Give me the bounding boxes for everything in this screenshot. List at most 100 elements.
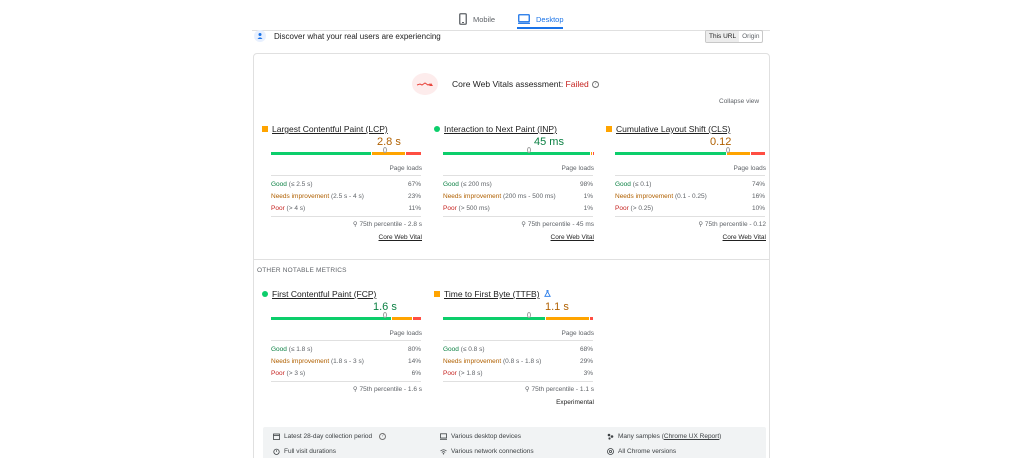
threshold-range: (> 4 s) xyxy=(286,205,306,212)
poor-segment xyxy=(413,317,421,320)
good-status-icon xyxy=(434,126,440,132)
needs-improvement-icon xyxy=(434,291,440,297)
distribution-row-label: Needs improvement (0.1 - 0.25) xyxy=(615,193,707,200)
needs-improvement-icon xyxy=(606,126,612,132)
discover-heading: Discover what your real users are experi… xyxy=(274,32,441,41)
rating-label: Good xyxy=(443,181,459,188)
distribution-row-label: Good (≤ 2.5 s) xyxy=(271,181,313,188)
share-percent: 16% xyxy=(751,193,765,200)
needs-improvement-segment xyxy=(591,152,592,155)
core-web-vital-link[interactable]: Core Web Vital xyxy=(550,234,594,241)
distribution-row: Good (≤ 0.1) 74% xyxy=(615,181,765,188)
distribution-bar xyxy=(443,152,594,155)
share-percent: 80% xyxy=(407,346,421,353)
tab-desktop[interactable]: Desktop xyxy=(518,8,564,30)
percentile-summary: ⚲ 75th percentile - 0.12 xyxy=(698,220,766,228)
rating-label: Good xyxy=(271,346,287,353)
metric-value: 0.12 xyxy=(710,136,732,148)
divider xyxy=(615,175,765,176)
distribution-row-label: Needs improvement (1.8 s - 3 s) xyxy=(271,358,364,365)
help-icon[interactable]: ? xyxy=(379,433,387,440)
collection-period-text: Latest 28-day collection period xyxy=(284,433,373,440)
threshold-range: (> 0.25) xyxy=(630,205,654,212)
timer-icon xyxy=(273,448,280,455)
url-origin-toggle[interactable]: This URL Origin xyxy=(705,30,764,43)
share-percent: 1% xyxy=(583,193,593,200)
threshold-range: (> 1.8 s) xyxy=(458,370,483,377)
needs-improvement-segment xyxy=(546,317,589,320)
rating-label: Needs improvement xyxy=(271,358,330,365)
divider xyxy=(443,216,593,217)
threshold-range: (1.8 s - 3 s) xyxy=(330,358,364,365)
samples-prefix: Many samples ( xyxy=(618,433,664,440)
metric-lcp: Largest Contentful Paint (LCP) 2.8 s Page … xyxy=(262,124,422,244)
threshold-range: (≤ 1.8 s) xyxy=(288,346,313,353)
distribution-bar xyxy=(615,152,765,155)
distribution-row: Poor (> 0.25) 10% xyxy=(615,205,765,212)
rating-label: Good xyxy=(443,346,459,353)
rating-label: Needs improvement xyxy=(443,358,502,365)
experimental-flask-icon xyxy=(543,289,551,299)
good-segment xyxy=(443,317,545,320)
threshold-range: (≤ 200 ms) xyxy=(460,181,492,188)
percentile-pin-icon: ⚲ xyxy=(521,221,528,228)
needs-improvement-segment xyxy=(392,317,412,320)
share-percent: 29% xyxy=(579,358,593,365)
other-metrics-heading: OTHER NOTABLE METRICS xyxy=(257,267,347,274)
assessment-status: Failed xyxy=(565,79,589,89)
metric-name-link[interactable]: Time to First Byte (TTFB) xyxy=(444,289,540,299)
help-icon[interactable]: ? xyxy=(591,81,599,89)
share-percent: 6% xyxy=(411,370,421,377)
distribution-row: Needs improvement (2.5 s - 4 s) 23% xyxy=(271,193,421,200)
desktop-icon xyxy=(440,433,447,440)
percentile-summary: ⚲ 75th percentile - 2.8 s xyxy=(353,220,422,228)
share-percent: 68% xyxy=(579,346,593,353)
experimental-label: Experimental xyxy=(556,399,594,406)
tab-mobile[interactable]: Mobile xyxy=(459,8,495,30)
rating-label: Good xyxy=(271,181,287,188)
metric-name-link[interactable]: Cumulative Layout Shift (CLS) xyxy=(616,124,731,134)
divider xyxy=(271,216,421,217)
percentile-pin-icon: ⚲ xyxy=(698,221,705,228)
calendar-icon xyxy=(273,433,280,440)
core-web-vital-link[interactable]: Core Web Vital xyxy=(722,234,766,241)
divider xyxy=(252,30,770,31)
metric-header: Time to First Byte (TTFB) xyxy=(434,289,551,299)
distribution-row-label: Needs improvement (2.5 s - 4 s) xyxy=(271,193,364,200)
chrome-ux-report-link[interactable]: Chrome UX Report xyxy=(663,433,720,440)
poor-segment xyxy=(589,317,593,320)
percentile-marker-icon xyxy=(526,147,531,153)
collapse-view-button[interactable]: Collapse view xyxy=(719,98,760,105)
threshold-range: (0.8 s - 1.8 s) xyxy=(502,358,542,365)
percentile-pin-icon: ⚲ xyxy=(352,221,360,228)
origin-option[interactable]: Origin xyxy=(742,33,760,40)
divider xyxy=(443,340,593,341)
percentile-summary: ⚲ 75th percentile - 45 ms xyxy=(521,220,594,228)
distribution-row-label: Needs improvement (0.8 s - 1.8 s) xyxy=(443,358,541,365)
metric-name-link[interactable]: Largest Contentful Paint (LCP) xyxy=(272,124,388,134)
rating-label: Poor xyxy=(443,370,457,377)
active-tab-indicator xyxy=(517,27,563,29)
assessment-label: Core Web Vitals assessment: xyxy=(452,79,566,89)
good-segment xyxy=(271,152,371,155)
distribution-row: Needs improvement (0.1 - 0.25) 16% xyxy=(615,193,765,200)
devices-text: Various desktop devices xyxy=(451,433,521,440)
metric-name-link[interactable]: First Contentful Paint (FCP) xyxy=(272,289,377,299)
good-segment xyxy=(443,152,590,155)
metric-name-link[interactable]: Interaction to Next Paint (INP) xyxy=(444,124,557,134)
failed-badge-icon xyxy=(412,73,438,95)
core-web-vital-link[interactable]: Core Web Vital xyxy=(378,234,422,241)
share-percent: 67% xyxy=(407,181,421,188)
rating-label: Poor xyxy=(615,205,629,212)
needs-improvement-segment xyxy=(371,152,405,155)
distribution-bar xyxy=(271,152,421,155)
percentile-marker-icon xyxy=(725,147,730,153)
rating-label: Needs improvement xyxy=(615,193,674,200)
distribution-row-label: Poor (> 500 ms) xyxy=(443,205,490,212)
rating-label: Good xyxy=(615,181,631,188)
rating-label: Needs improvement xyxy=(443,193,502,200)
this-url-option[interactable]: This URL xyxy=(706,31,740,42)
percentile-text: 75th percentile - 1.6 s xyxy=(359,386,422,393)
collection-period-info: Latest 28-day collection period ? xyxy=(273,433,387,440)
metric-value: 1.1 s xyxy=(545,301,569,313)
